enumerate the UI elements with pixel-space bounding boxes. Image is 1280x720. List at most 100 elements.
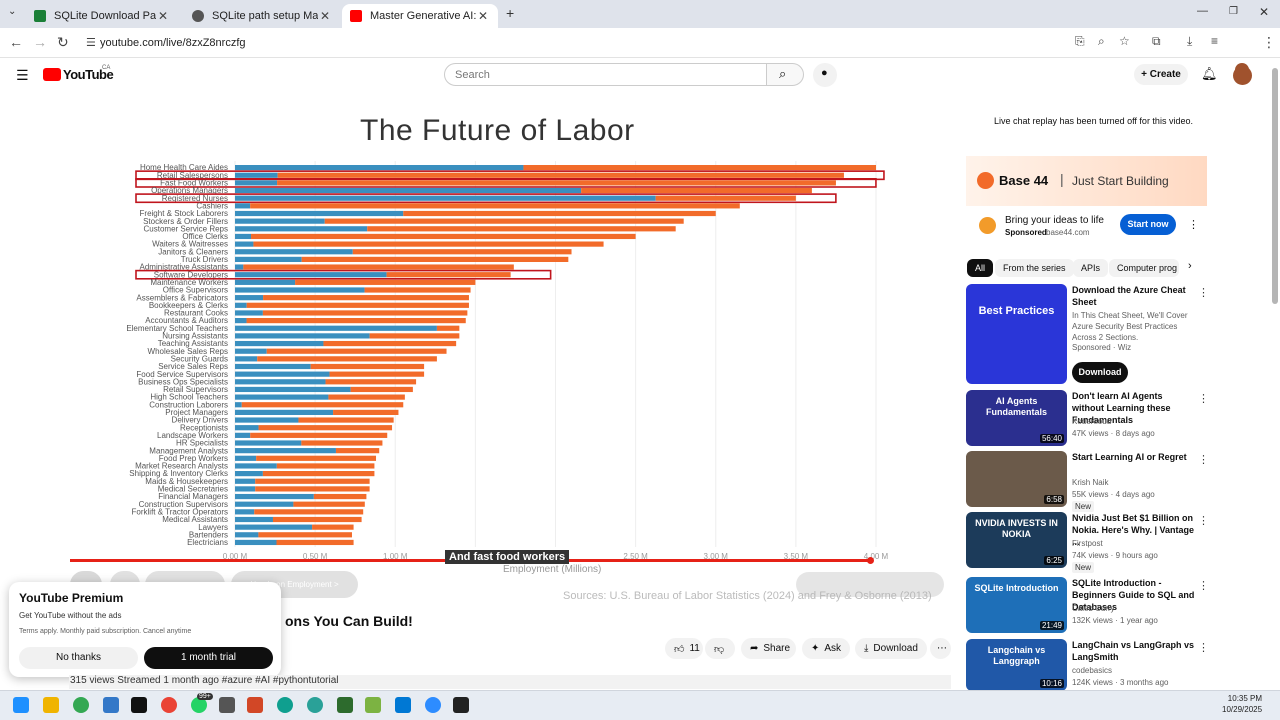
youtube-logo-icon[interactable] — [43, 68, 61, 81]
downloads-icon[interactable]: ⤓ — [1187, 34, 1193, 48]
recommendation-channel[interactable]: In This Cheat Sheet, We'll Cover Azure S… — [1072, 311, 1188, 342]
recommendation-download-button[interactable]: Download — [1072, 362, 1128, 383]
account-avatar[interactable] — [1233, 66, 1252, 85]
more-options-icon[interactable]: ⋮ — [1198, 287, 1209, 299]
ad-headline[interactable]: Bring your ideas to life — [1005, 215, 1104, 226]
recommendation-item[interactable]: AI Agents Fundamentals 56:40 Don't learn A… — [966, 390, 1209, 446]
video-thumbnail[interactable]: AI Agents Fundamentals 56:40 — [966, 390, 1067, 446]
start-now-button[interactable]: Start now — [1120, 214, 1176, 235]
typora-icon[interactable] — [219, 697, 235, 713]
zoom-icon[interactable]: ⌕ — [1098, 34, 1105, 48]
close-window-icon[interactable]: ✕ — [1259, 5, 1270, 19]
video-thumbnail[interactable]: Best Practices — [966, 284, 1067, 384]
hamburger-menu-icon[interactable]: ☰ — [16, 67, 29, 83]
more-actions-button[interactable]: ⋯ — [930, 638, 951, 659]
reload-icon[interactable]: ↻ — [57, 34, 69, 50]
back-icon[interactable]: ← — [9, 34, 23, 50]
video-thumbnail[interactable]: 6:58 — [966, 451, 1067, 507]
trial-button[interactable]: 1 month trial — [144, 647, 273, 669]
notifications-bell-icon[interactable]: 🔔︎ — [1201, 66, 1218, 81]
windows-start-icon[interactable] — [13, 697, 29, 713]
more-options-icon[interactable]: ⋮ — [1198, 580, 1209, 592]
ad-more-icon[interactable]: ⋮ — [1188, 219, 1199, 231]
url-field[interactable]: youtube.com/live/8zxZ8nrczfg — [100, 37, 246, 49]
chip-apis[interactable]: APIs — [1073, 259, 1109, 277]
image-viewer-icon[interactable] — [365, 697, 381, 713]
recommendation-item[interactable]: 6:58 Start Learning AI or Regret Krish Nai… — [966, 451, 1209, 512]
download-button[interactable]: ⤓ Download — [855, 638, 927, 659]
video-thumbnail[interactable]: SQLite Introduction 21:49 — [966, 577, 1067, 633]
recommendation-item[interactable]: SQLite Introduction 21:49 SQLite Introduct… — [966, 577, 1209, 633]
close-tab-icon[interactable]: ✕ — [319, 9, 331, 23]
app-icon[interactable] — [103, 697, 119, 713]
close-tab-icon[interactable]: ✕ — [157, 9, 169, 23]
recommendation-title[interactable]: LangChain vs LangGraph vs LangSmith — [1072, 640, 1195, 662]
more-options-icon[interactable]: ⋮ — [1198, 515, 1209, 527]
chrome-profile-icon[interactable] — [161, 697, 177, 713]
recommendation-item[interactable]: NVIDIA INVESTS IN NOKIA 6:25 Nvidia Just B… — [966, 512, 1209, 573]
close-tab-icon[interactable]: ✕ — [477, 9, 489, 23]
recommendation-title[interactable]: Start Learning AI or Regret — [1072, 452, 1187, 462]
recommendation-title[interactable]: Nvidia Just Bet $1 Billion on Nokia. Her… — [1072, 513, 1195, 547]
extensions-icon[interactable]: ⧉ — [1152, 34, 1161, 48]
taskbar-clock[interactable]: 10:35 PM 10/29/2025 — [1222, 693, 1262, 715]
share-button[interactable]: ➦ Share — [741, 638, 796, 659]
no-thanks-button[interactable]: No thanks — [19, 647, 138, 669]
ask-button[interactable]: ✦ Ask — [802, 638, 850, 659]
bookmark-star-icon[interactable]: ☆ — [1119, 34, 1130, 48]
outlook-icon[interactable] — [395, 697, 411, 713]
recommendation-item[interactable]: Best Practices Download the Azure Cheat S… — [966, 284, 1209, 384]
terminal-icon[interactable] — [453, 697, 469, 713]
forward-icon[interactable]: → — [33, 34, 47, 50]
site-info-icon[interactable]: ☰ — [86, 37, 96, 49]
chip-all[interactable]: All — [967, 259, 994, 277]
search-input[interactable]: Search — [444, 63, 767, 86]
edge-icon[interactable] — [277, 697, 293, 713]
dislike-button[interactable]: 👎︎ — [705, 638, 735, 659]
voice-search-button[interactable]: ● — [813, 63, 837, 87]
file-explorer-icon[interactable] — [43, 697, 59, 713]
whatsapp-icon[interactable] — [191, 697, 207, 713]
recommendation-channel[interactable]: Krish Naik — [1072, 478, 1109, 487]
browser-tab-sqlite-path[interactable]: SQLite path setup Mac ✕ — [184, 4, 340, 28]
video-player[interactable]: The Future of Labor 0.00 M0.50 M1.00 M1.… — [70, 92, 950, 602]
create-button[interactable]: + Create — [1134, 64, 1188, 85]
recommendation-channel[interactable]: Firstpost — [1072, 539, 1103, 548]
browser-tab-sqlite-download[interactable]: SQLite Download Page ✕ — [26, 4, 178, 28]
ad-banner[interactable]: Base 44 | Just Start Building — [966, 156, 1207, 206]
browser-menu-icon[interactable]: ⋮ — [1262, 34, 1276, 50]
browser-tab-active[interactable]: Master Generative AI: Real-Life ✕ — [342, 4, 498, 28]
recommendation-channel[interactable]: KodeKloud — [1072, 417, 1112, 426]
progress-scrubber[interactable] — [867, 557, 874, 564]
recommendation-channel[interactable]: codebasics — [1072, 666, 1113, 675]
reading-list-icon[interactable]: ≡ — [1211, 34, 1219, 48]
video-thumbnail[interactable]: Langchain vs Langgraph 10:16 — [966, 639, 1067, 691]
video-thumbnail[interactable]: NVIDIA INVESTS IN NOKIA 6:25 — [966, 512, 1067, 568]
player-controls-right[interactable] — [796, 572, 944, 597]
chrome-icon[interactable] — [73, 697, 89, 713]
minimize-icon[interactable]: — — [1197, 5, 1208, 17]
recommendation-channel[interactable]: Caleb Curry — [1072, 604, 1115, 613]
recommendation-title[interactable]: SQLite Introduction - Beginners Guide to… — [1072, 578, 1195, 612]
recommendation-title[interactable]: Don't learn AI Agents without Learning t… — [1072, 391, 1171, 425]
pycharm-icon[interactable] — [131, 697, 147, 713]
more-options-icon[interactable]: ⋮ — [1198, 454, 1209, 466]
page-scrollbar[interactable] — [1272, 68, 1278, 304]
search-button[interactable]: ⌕ — [766, 63, 804, 86]
powerpoint-icon[interactable] — [247, 697, 263, 713]
chevron-right-icon[interactable]: › — [1188, 260, 1192, 272]
youtube-logo-text[interactable]: YouTube — [63, 67, 114, 82]
install-app-icon[interactable]: ⎘ — [1075, 34, 1085, 48]
notepad-icon[interactable] — [337, 697, 353, 713]
like-button[interactable]: 👍︎ 11 — [665, 638, 703, 659]
restore-icon[interactable]: ❐ — [1229, 6, 1238, 17]
zoom-app-icon[interactable] — [425, 697, 441, 713]
copilot-icon[interactable] — [307, 697, 323, 713]
new-tab-icon[interactable]: + — [506, 5, 515, 21]
more-options-icon[interactable]: ⋮ — [1198, 642, 1209, 654]
chip-computer-programming[interactable]: Computer prog — [1109, 259, 1179, 277]
more-options-icon[interactable]: ⋮ — [1198, 393, 1209, 405]
tab-list-dropdown-icon[interactable]: ⌄ — [8, 6, 17, 17]
recommendation-item[interactable]: Langchain vs Langgraph 10:16 LangChain vs … — [966, 639, 1209, 691]
chip-from-series[interactable]: From the series — [995, 259, 1074, 277]
